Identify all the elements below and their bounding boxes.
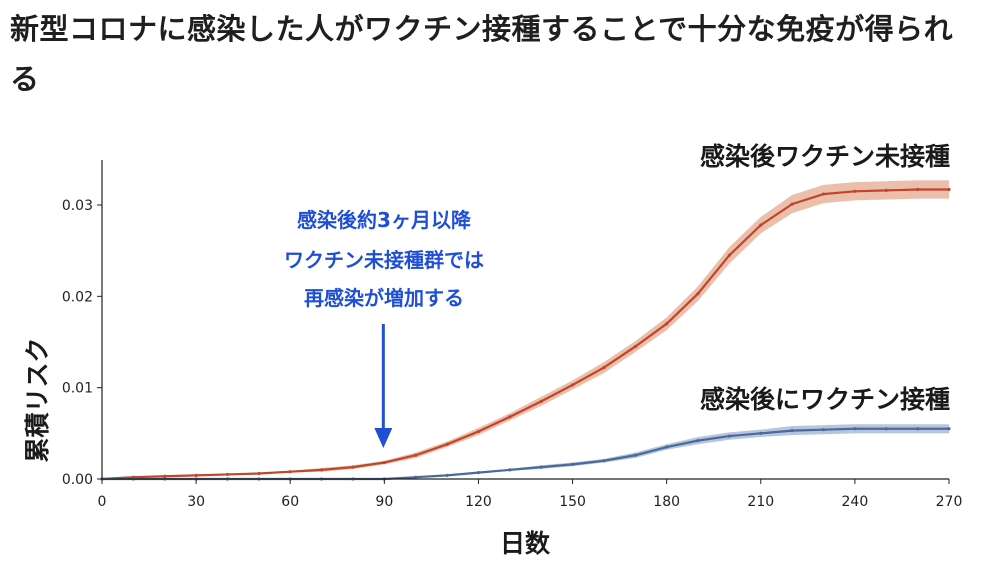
series-line-unvaccinated xyxy=(101,188,949,481)
data-point-vaccinated xyxy=(759,431,763,435)
x-tick-label: 270 xyxy=(936,494,963,510)
data-point-vaccinated xyxy=(947,427,951,431)
data-point-unvaccinated xyxy=(633,344,637,349)
x-tick-label: 90 xyxy=(375,494,393,510)
y-axis-title: 累積リスク xyxy=(23,337,52,462)
chart-svg: 0 30 60 90 120 150 180 210 240 270 0.00 0.01 0.02 0.0… xyxy=(23,142,963,558)
data-point-vaccinated xyxy=(602,459,606,463)
data-point-vaccinated xyxy=(539,465,543,469)
data-point-vaccinated xyxy=(414,475,418,479)
data-point-vaccinated xyxy=(696,439,700,443)
data-point-unvaccinated xyxy=(790,202,794,206)
series-lines xyxy=(100,187,951,481)
data-point-unvaccinated xyxy=(853,189,857,193)
confidence-bands xyxy=(102,180,949,479)
x-tick-label: 30 xyxy=(187,494,205,510)
y-tick-label: 0.02 xyxy=(62,289,93,305)
x-tick-label: 240 xyxy=(842,494,869,510)
confidence-band-vaccinated xyxy=(102,424,949,479)
axis-ticks: 0 30 60 90 120 150 180 210 240 270 0.00 0.01 0.02 0.0… xyxy=(62,198,963,510)
x-tick-label: 60 xyxy=(281,494,299,510)
data-point-vaccinated xyxy=(884,427,888,431)
data-point-unvaccinated xyxy=(570,383,575,387)
data-point-unvaccinated xyxy=(916,187,920,192)
data-point-unvaccinated xyxy=(445,442,449,446)
axes xyxy=(101,160,949,480)
x-tick-label: 180 xyxy=(653,494,680,510)
data-point-unvaccinated xyxy=(884,188,888,192)
article-headline: 新型コロナに感染した人がワクチン接種することで十分な免疫が得られる xyxy=(10,12,954,96)
annotation-line-3: 再感染が増加する xyxy=(304,286,464,310)
y-tick-label: 0.01 xyxy=(62,381,93,397)
data-point-unvaccinated xyxy=(163,474,167,478)
data-point-unvaccinated xyxy=(696,291,700,296)
y-tick-label: 0.00 xyxy=(62,472,93,488)
confidence-band-unvaccinated xyxy=(102,180,949,479)
data-point-vaccinated xyxy=(853,427,857,431)
data-point-unvaccinated xyxy=(602,365,606,370)
data-point-unvaccinated xyxy=(508,415,512,419)
data-point-vaccinated xyxy=(790,428,794,433)
series-label-unvaccinated: 感染後ワクチン未接種 xyxy=(700,142,950,171)
data-point-unvaccinated xyxy=(821,192,826,196)
x-tick-label: 150 xyxy=(559,494,586,510)
annotation-line-1: 感染後約3ヶ月以降 xyxy=(297,208,472,232)
x-tick-label: 210 xyxy=(747,494,774,510)
data-point-vaccinated xyxy=(665,445,669,449)
data-point-unvaccinated xyxy=(665,322,669,326)
data-point-vaccinated xyxy=(445,473,449,477)
cumulative-risk-chart: 0 30 60 90 120 150 180 210 240 270 0.00 0.01 0.02 0.0… xyxy=(0,100,981,567)
data-point-vaccinated xyxy=(570,462,575,466)
data-point-unvaccinated xyxy=(351,465,355,469)
series-line-vaccinated xyxy=(102,427,949,481)
data-point-unvaccinated xyxy=(288,470,292,474)
data-point-unvaccinated xyxy=(759,223,763,227)
data-point-vaccinated xyxy=(508,468,512,472)
data-point-unvaccinated xyxy=(319,468,324,472)
data-point-vaccinated xyxy=(727,434,732,438)
x-tick-label: 0 xyxy=(98,494,107,510)
data-point-unvaccinated xyxy=(539,399,543,403)
data-point-unvaccinated xyxy=(947,187,951,192)
data-point-unvaccinated xyxy=(225,472,230,477)
data-point-unvaccinated xyxy=(476,429,481,434)
data-point-vaccinated xyxy=(821,428,826,432)
data-point-unvaccinated xyxy=(727,253,732,257)
data-point-unvaccinated xyxy=(257,471,261,476)
data-point-unvaccinated xyxy=(194,473,198,477)
data-point-unvaccinated xyxy=(414,453,418,457)
annotation-line-2: ワクチン未接種群では xyxy=(284,248,484,272)
annotation-arrow-head xyxy=(374,428,393,448)
data-point-unvaccinated xyxy=(382,460,386,465)
annotation: 感染後約3ヶ月以降 ワクチン未接種群では 再感染が増加する xyxy=(284,208,484,448)
data-point-vaccinated xyxy=(476,471,481,475)
x-axis-title: 日数 xyxy=(500,529,551,558)
series-label-vaccinated: 感染後にワクチン接種 xyxy=(700,385,950,414)
data-point-vaccinated xyxy=(633,453,637,457)
y-tick-label: 0.03 xyxy=(62,198,93,214)
x-tick-label: 120 xyxy=(465,494,492,510)
data-point-vaccinated xyxy=(916,427,920,431)
